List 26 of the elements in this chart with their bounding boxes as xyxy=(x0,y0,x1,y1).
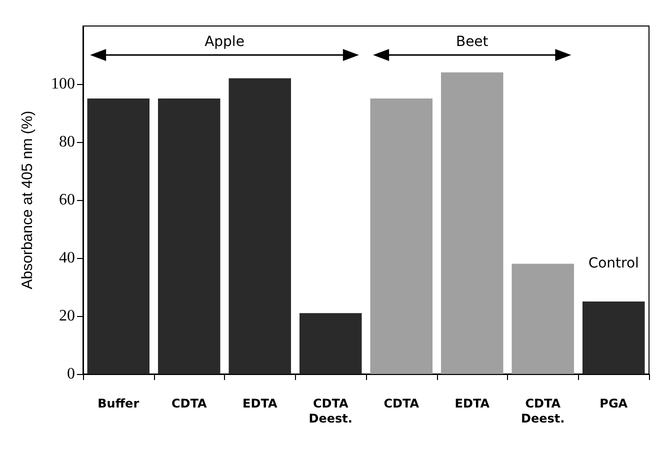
y-tick-label: 100 xyxy=(51,76,75,92)
annotation: Control xyxy=(588,256,639,272)
y-tick-label: 20 xyxy=(59,308,75,324)
bar xyxy=(370,98,433,374)
y-tick-label: 0 xyxy=(67,366,75,382)
annotation: Apple xyxy=(204,34,244,50)
bar xyxy=(440,72,504,374)
bar xyxy=(158,98,220,374)
y-tick-label: 60 xyxy=(59,192,75,208)
x-tick-label: CDTA Deest. xyxy=(308,396,352,426)
x-tick-label: EDTA xyxy=(454,396,490,410)
bar xyxy=(582,302,645,374)
x-tick-label: CDTA xyxy=(384,396,420,410)
x-tick-label: Buffer xyxy=(98,396,140,410)
x-tick-label: EDTA xyxy=(242,396,278,410)
x-tick-label: CDTA xyxy=(171,396,208,410)
y-axis-title: Absorbance at 405 nm (%) xyxy=(19,110,36,290)
bar xyxy=(512,264,574,374)
y-tick-label: 40 xyxy=(59,250,75,266)
x-tick-label: CDTA Deest. xyxy=(521,396,565,426)
annotation: Beet xyxy=(456,34,489,50)
x-tick-label: PGA xyxy=(600,396,628,410)
y-tick-label: 80 xyxy=(59,134,75,150)
bar xyxy=(87,98,150,374)
bar xyxy=(299,313,362,374)
bar xyxy=(228,78,292,374)
